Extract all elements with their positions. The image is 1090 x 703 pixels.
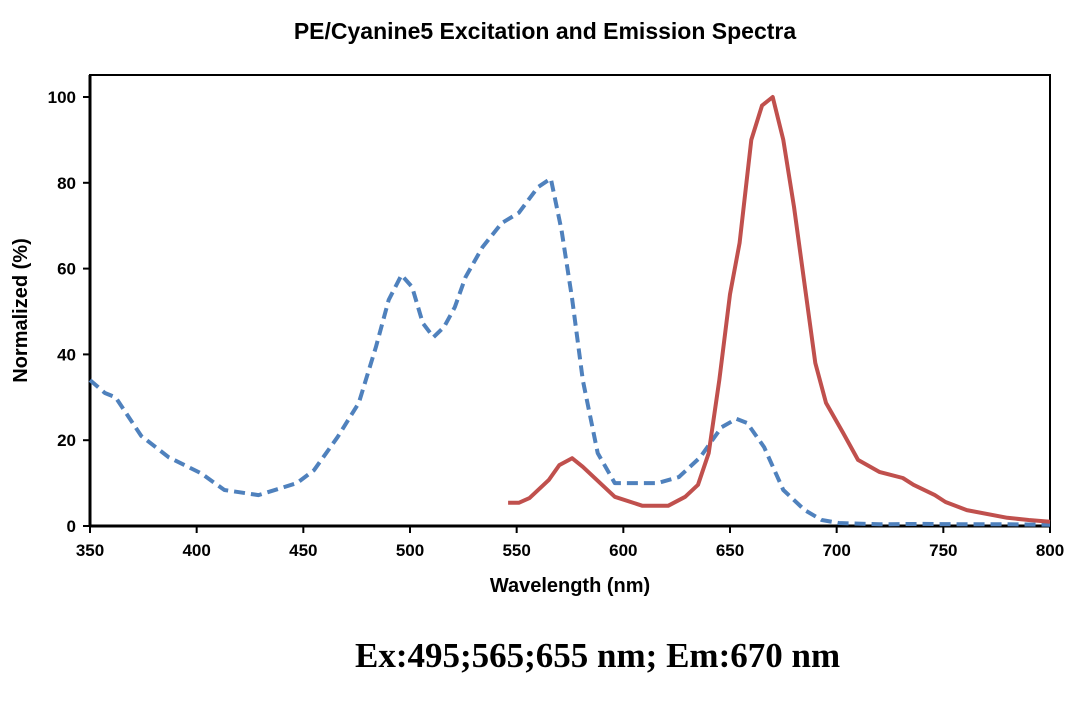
x-tick-label: 400 [182,541,210,560]
y-tick-label: 40 [57,345,76,364]
chart-subtitle: Ex:495;565;655 nm; Em:670 nm [355,636,841,675]
x-tick-label: 750 [929,541,957,560]
x-tick-label: 450 [289,541,317,560]
x-tick-label: 550 [502,541,530,560]
x-tick-label: 350 [76,541,104,560]
x-axis-label: Wavelength (nm) [490,575,650,597]
x-tick-label: 600 [609,541,637,560]
x-tick-label: 650 [716,541,744,560]
y-tick-label: 80 [57,174,76,193]
emission-series-line [508,95,1051,524]
x-tick-label: 500 [396,541,424,560]
y-tick-label: 60 [57,260,76,279]
y-tick-label: 100 [48,88,76,107]
y-tick-label: 20 [57,431,76,450]
y-axis-label: Normalized (%) [10,238,32,382]
excitation-series-line [88,176,1051,527]
y-tick-label: 0 [67,517,76,536]
chart-title: PE/Cyanine5 Excitation and Emission Spec… [293,18,797,44]
x-tick-label: 800 [1036,541,1064,560]
x-tick-label: 700 [822,541,850,560]
